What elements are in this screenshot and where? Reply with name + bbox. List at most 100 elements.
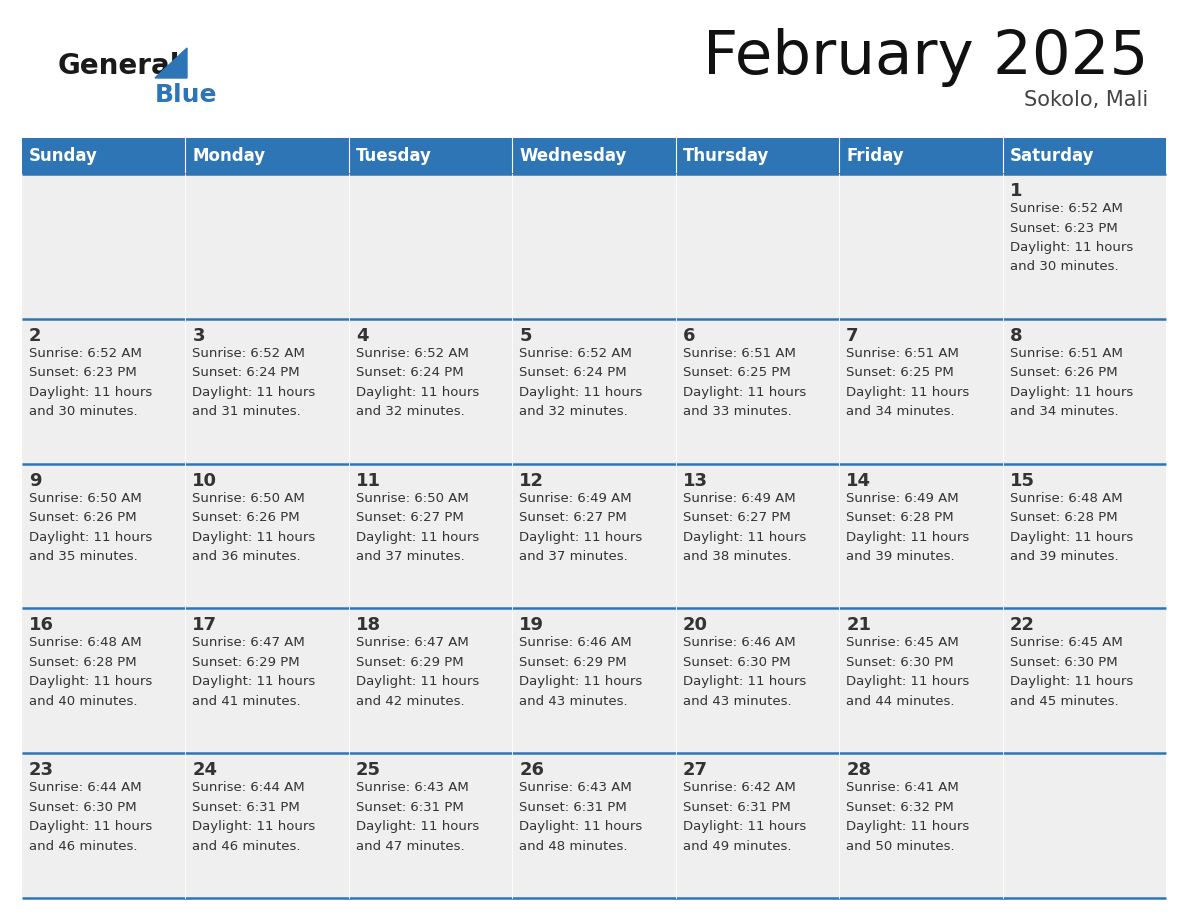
Text: 28: 28 [846,761,871,779]
Bar [839,138,1003,174]
Text: Sunrise: 6:52 AM: Sunrise: 6:52 AM [519,347,632,360]
Text: Daylight: 11 hours: Daylight: 11 hours [192,820,316,834]
Bar [1003,138,1165,174]
Text: 12: 12 [519,472,544,489]
Text: Sunrise: 6:46 AM: Sunrise: 6:46 AM [683,636,795,649]
Text: Sunset: 6:23 PM: Sunset: 6:23 PM [1010,221,1118,234]
Text: Sunset: 6:26 PM: Sunset: 6:26 PM [1010,366,1117,379]
Text: Sunrise: 6:52 AM: Sunrise: 6:52 AM [1010,202,1123,215]
Text: Sunrise: 6:46 AM: Sunrise: 6:46 AM [519,636,632,649]
Text: Daylight: 11 hours: Daylight: 11 hours [356,676,479,688]
Text: Sunset: 6:31 PM: Sunset: 6:31 PM [683,800,790,813]
Text: Sunrise: 6:52 AM: Sunrise: 6:52 AM [192,347,305,360]
Text: Daylight: 11 hours: Daylight: 11 hours [846,676,969,688]
Text: Sunset: 6:24 PM: Sunset: 6:24 PM [356,366,463,379]
Text: Sunset: 6:29 PM: Sunset: 6:29 PM [192,655,301,669]
Text: Sunrise: 6:51 AM: Sunrise: 6:51 AM [1010,347,1123,360]
Text: Sunrise: 6:47 AM: Sunrise: 6:47 AM [192,636,305,649]
Text: Daylight: 11 hours: Daylight: 11 hours [683,386,805,398]
Text: February 2025: February 2025 [702,28,1148,87]
Text: Daylight: 11 hours: Daylight: 11 hours [519,386,643,398]
Text: Sunset: 6:30 PM: Sunset: 6:30 PM [683,655,790,669]
Text: Sunset: 6:30 PM: Sunset: 6:30 PM [1010,655,1117,669]
Text: General: General [58,52,181,80]
Bar [185,138,349,174]
Text: 21: 21 [846,616,871,634]
Text: Daylight: 11 hours: Daylight: 11 hours [846,820,969,834]
Text: 2: 2 [29,327,42,345]
Text: and 50 minutes.: and 50 minutes. [846,840,955,853]
Text: and 37 minutes.: and 37 minutes. [356,550,465,563]
Text: Sunrise: 6:44 AM: Sunrise: 6:44 AM [192,781,305,794]
Text: 24: 24 [192,761,217,779]
Text: Sunset: 6:28 PM: Sunset: 6:28 PM [29,655,137,669]
Text: Sunrise: 6:49 AM: Sunrise: 6:49 AM [519,492,632,505]
Text: 5: 5 [519,327,532,345]
Text: Sunset: 6:29 PM: Sunset: 6:29 PM [356,655,463,669]
Text: Daylight: 11 hours: Daylight: 11 hours [519,820,643,834]
Text: Sunset: 6:24 PM: Sunset: 6:24 PM [192,366,301,379]
Text: Daylight: 11 hours: Daylight: 11 hours [846,386,969,398]
Text: 3: 3 [192,327,204,345]
Text: Daylight: 11 hours: Daylight: 11 hours [192,676,316,688]
Text: Sunrise: 6:43 AM: Sunrise: 6:43 AM [519,781,632,794]
Text: 17: 17 [192,616,217,634]
Text: 7: 7 [846,327,859,345]
Text: Sunrise: 6:48 AM: Sunrise: 6:48 AM [29,636,141,649]
Text: 6: 6 [683,327,695,345]
Text: Thursday: Thursday [683,147,769,165]
Text: and 43 minutes.: and 43 minutes. [519,695,628,708]
Text: Sunset: 6:27 PM: Sunset: 6:27 PM [356,511,463,524]
Text: Sunrise: 6:51 AM: Sunrise: 6:51 AM [683,347,796,360]
Text: and 32 minutes.: and 32 minutes. [356,406,465,419]
Text: Sunset: 6:31 PM: Sunset: 6:31 PM [519,800,627,813]
Text: Daylight: 11 hours: Daylight: 11 hours [1010,676,1133,688]
Text: 16: 16 [29,616,53,634]
Text: Sunset: 6:31 PM: Sunset: 6:31 PM [356,800,463,813]
Text: 13: 13 [683,472,708,489]
Text: Sunset: 6:31 PM: Sunset: 6:31 PM [192,800,301,813]
Bar [512,138,676,174]
Text: Friday: Friday [846,147,904,165]
Text: 15: 15 [1010,472,1035,489]
Text: Daylight: 11 hours: Daylight: 11 hours [29,531,152,543]
Text: and 34 minutes.: and 34 minutes. [846,406,955,419]
Text: Sunset: 6:23 PM: Sunset: 6:23 PM [29,366,137,379]
Text: and 38 minutes.: and 38 minutes. [683,550,791,563]
Text: Daylight: 11 hours: Daylight: 11 hours [29,386,152,398]
Text: and 33 minutes.: and 33 minutes. [683,406,791,419]
Text: Daylight: 11 hours: Daylight: 11 hours [29,676,152,688]
Text: and 30 minutes.: and 30 minutes. [29,406,138,419]
Text: Sunrise: 6:45 AM: Sunrise: 6:45 AM [1010,636,1123,649]
Text: and 46 minutes.: and 46 minutes. [192,840,301,853]
Text: and 35 minutes.: and 35 minutes. [29,550,138,563]
Text: Daylight: 11 hours: Daylight: 11 hours [519,531,643,543]
Text: and 45 minutes.: and 45 minutes. [1010,695,1118,708]
Text: Sunrise: 6:50 AM: Sunrise: 6:50 AM [29,492,141,505]
Text: 1: 1 [1010,182,1022,200]
Text: Sunrise: 6:48 AM: Sunrise: 6:48 AM [1010,492,1123,505]
Text: Sunrise: 6:47 AM: Sunrise: 6:47 AM [356,636,468,649]
Text: 4: 4 [356,327,368,345]
Text: 9: 9 [29,472,42,489]
Text: Sunset: 6:28 PM: Sunset: 6:28 PM [846,511,954,524]
Text: 11: 11 [356,472,381,489]
Bar [349,138,512,174]
Text: Sunset: 6:30 PM: Sunset: 6:30 PM [846,655,954,669]
Text: Daylight: 11 hours: Daylight: 11 hours [846,531,969,543]
Text: 19: 19 [519,616,544,634]
Text: Sunrise: 6:51 AM: Sunrise: 6:51 AM [846,347,959,360]
Text: Sunrise: 6:49 AM: Sunrise: 6:49 AM [846,492,959,505]
Text: Daylight: 11 hours: Daylight: 11 hours [192,386,316,398]
Bar [23,174,1165,319]
Text: and 32 minutes.: and 32 minutes. [519,406,628,419]
Text: Sokolo, Mali: Sokolo, Mali [1024,90,1148,110]
Text: 26: 26 [519,761,544,779]
Text: Sunrise: 6:52 AM: Sunrise: 6:52 AM [29,347,141,360]
Text: Sunset: 6:26 PM: Sunset: 6:26 PM [29,511,137,524]
Text: and 48 minutes.: and 48 minutes. [519,840,627,853]
Text: Sunrise: 6:52 AM: Sunrise: 6:52 AM [356,347,469,360]
Bar [676,138,839,174]
Text: Daylight: 11 hours: Daylight: 11 hours [683,531,805,543]
Bar [23,464,1165,609]
